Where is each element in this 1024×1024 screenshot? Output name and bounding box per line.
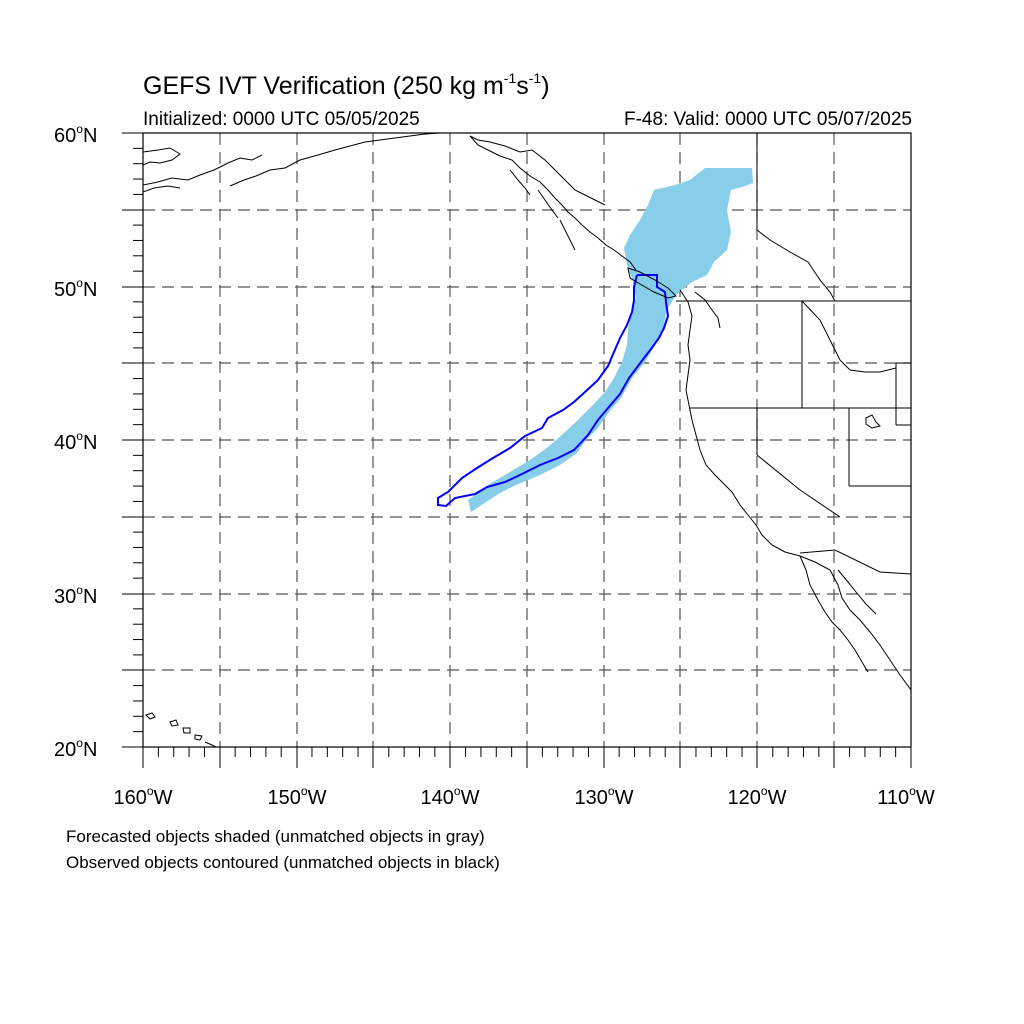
lat-label-60: 60oN <box>54 122 98 147</box>
forecast-ivt-object <box>468 168 753 512</box>
lon-ticks <box>142 747 912 768</box>
valid-time-label: F-48: Valid: 0000 UTC 05/07/2025 <box>624 109 912 130</box>
lat-lon-gridlines <box>143 133 911 747</box>
lon-label-150w: 150oW <box>267 784 327 809</box>
lat-label-50: 50oN <box>54 276 98 301</box>
lat-label-40: 40oN <box>54 429 98 454</box>
lon-label-130w: 130oW <box>574 784 634 809</box>
observed-ivt-contour <box>437 274 670 508</box>
init-time-label: Initialized: 0000 UTC 05/05/2025 <box>143 109 420 130</box>
lon-label-110w: 110oW <box>877 784 935 809</box>
map-title: GEFS IVT Verification (250 kg m-1s-1) <box>143 70 550 100</box>
footnote-forecast: Forecasted objects shaded (unmatched obj… <box>66 827 485 846</box>
lat-label-20: 20oN <box>54 736 98 761</box>
lat-ticks <box>122 132 143 748</box>
lon-label-160w: 160oW <box>113 784 173 809</box>
lat-label-30: 30oN <box>54 583 98 608</box>
footnote-observed: Observed objects contoured (unmatched ob… <box>66 853 500 872</box>
lat-minor-ticks <box>133 147 143 733</box>
lon-minor-ticks <box>157 747 897 757</box>
coastlines <box>143 133 911 747</box>
lon-label-120w: 120oW <box>727 784 787 809</box>
lon-label-140w: 140oW <box>420 784 480 809</box>
